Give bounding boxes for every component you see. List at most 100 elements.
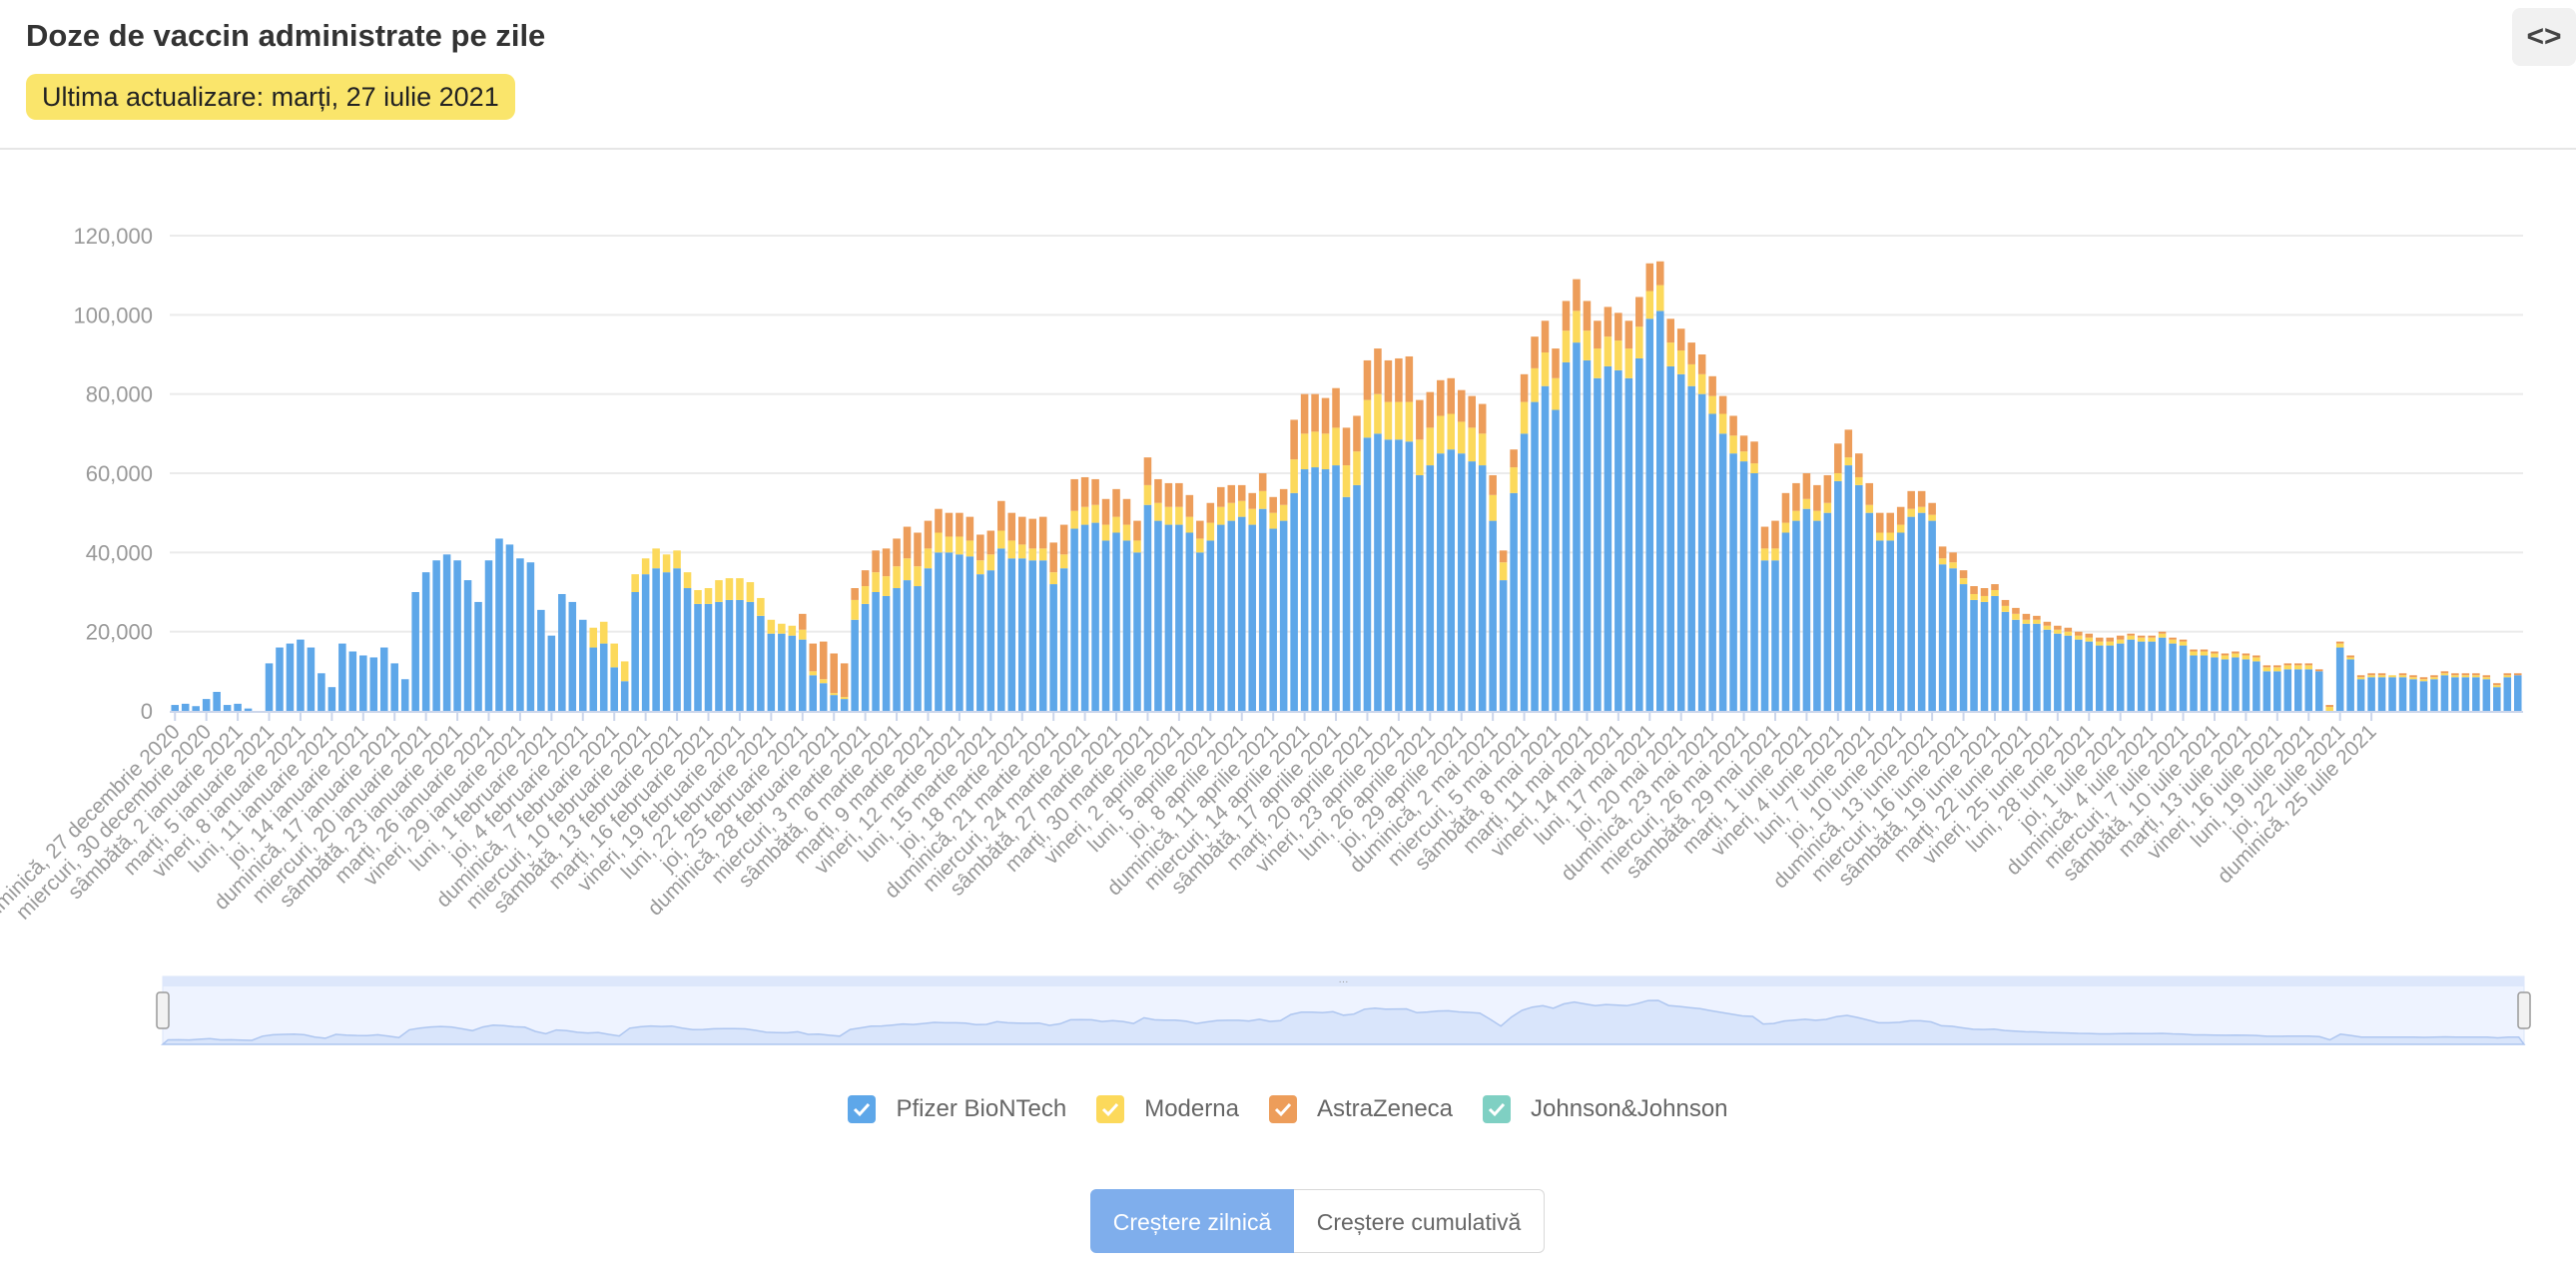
bar-stack[interactable] [620, 661, 629, 711]
bar-stack[interactable] [2043, 621, 2052, 711]
bar-stack[interactable] [2273, 665, 2281, 711]
bar-stack[interactable] [819, 641, 828, 711]
bar-stack[interactable] [2116, 635, 2125, 711]
bar-stack[interactable] [683, 572, 692, 711]
bar-stack[interactable] [1750, 441, 1758, 711]
bar-stack[interactable] [276, 647, 284, 711]
bar-stack[interactable] [286, 643, 295, 711]
bar-stack[interactable] [893, 538, 901, 711]
bar-stack[interactable] [1614, 313, 1622, 711]
bar-stack[interactable] [1718, 395, 1727, 711]
bar-stack[interactable] [2232, 651, 2240, 712]
bar-stack[interactable] [652, 548, 660, 711]
bar-stack[interactable] [2242, 653, 2251, 711]
bar-stack[interactable] [757, 597, 765, 711]
checkbox-checked-icon[interactable] [1268, 1095, 1297, 1123]
bar-stack[interactable] [359, 655, 367, 711]
bar-stack[interactable] [1311, 393, 1319, 711]
bar-stack[interactable] [1353, 415, 1361, 711]
bar-stack[interactable] [1059, 524, 1068, 711]
bar-stack[interactable] [495, 538, 503, 711]
bar-stack[interactable] [631, 574, 639, 711]
bar-stack[interactable] [1510, 449, 1518, 711]
bar-stack[interactable] [327, 687, 336, 711]
bar-stack[interactable] [1321, 397, 1330, 711]
bar-stack[interactable] [1499, 550, 1508, 711]
bar-stack[interactable] [1907, 490, 1915, 711]
bar-stack[interactable] [2482, 675, 2491, 711]
bar-stack[interactable] [2367, 673, 2375, 711]
bar-stack[interactable] [547, 635, 556, 711]
bar-stack[interactable] [809, 643, 818, 711]
bar-stack[interactable] [662, 554, 671, 711]
bar-stack[interactable] [1342, 427, 1351, 711]
bar-stack[interactable] [1917, 490, 1926, 711]
bar-stack[interactable] [1991, 584, 1999, 711]
bar-stack[interactable] [338, 643, 346, 711]
bar-stack[interactable] [1635, 297, 1643, 711]
bar-stack[interactable] [463, 580, 472, 711]
cumulative-growth-button[interactable]: Creștere cumulativă [1294, 1189, 1545, 1253]
daily-growth-button[interactable]: Creștere zilnică [1090, 1189, 1294, 1253]
bar-stack[interactable] [1520, 373, 1529, 711]
bar-stack[interactable] [2304, 663, 2313, 711]
bar-stack[interactable] [1133, 520, 1141, 711]
bar-stack[interactable] [2461, 673, 2470, 711]
bar-stack[interactable] [265, 663, 274, 711]
bar-stack[interactable] [746, 582, 755, 711]
bar-stack[interactable] [2169, 637, 2177, 711]
bar-stack[interactable] [411, 592, 419, 711]
bar-stack[interactable] [369, 657, 378, 711]
bar-stack[interactable] [704, 588, 713, 711]
bar-stack[interactable] [2106, 637, 2114, 711]
bar-stack[interactable] [599, 621, 608, 711]
bar-stack[interactable] [725, 578, 734, 711]
bar-stack[interactable] [966, 516, 974, 711]
bar-stack[interactable] [213, 691, 221, 711]
bar-stack[interactable] [903, 526, 912, 711]
bar-stack[interactable] [2346, 655, 2354, 711]
bar-stack[interactable] [2075, 631, 2083, 711]
bar-stack[interactable] [1928, 502, 1936, 711]
bar-stack[interactable] [1070, 478, 1078, 711]
bar-stack[interactable] [1007, 512, 1016, 711]
bar-stack[interactable] [1164, 482, 1173, 711]
bar-stack[interactable] [558, 593, 566, 711]
bar-stack[interactable] [1656, 261, 1664, 711]
bar-stack[interactable] [778, 623, 786, 711]
bar-stack[interactable] [2377, 673, 2386, 711]
legend-item-astrazeneca[interactable]: AstraZeneca [1268, 1095, 1453, 1123]
bar-stack[interactable] [1676, 328, 1685, 711]
bar-stack[interactable] [673, 550, 681, 711]
bar-stack[interactable] [1813, 484, 1821, 711]
bar-stack[interactable] [484, 560, 493, 711]
bar-stack[interactable] [2356, 675, 2365, 711]
bar-stack[interactable] [2294, 663, 2302, 711]
bar-stack[interactable] [1697, 354, 1706, 711]
bar-stack[interactable] [2283, 663, 2292, 711]
range-navigator[interactable]: ··· [156, 975, 2531, 1045]
bar-stack[interactable] [2085, 633, 2094, 711]
bar-stack[interactable] [914, 532, 922, 712]
bar-stack[interactable] [1175, 482, 1183, 711]
bar-stack[interactable] [1645, 263, 1654, 711]
bar-stack[interactable] [2211, 651, 2219, 712]
bar-stack[interactable] [1970, 586, 1978, 711]
bar-stack[interactable] [2493, 683, 2501, 711]
bar-stack[interactable] [1143, 457, 1152, 711]
bar-stack[interactable] [2190, 649, 2198, 711]
bar-stack[interactable] [1949, 552, 1957, 711]
bar-stack[interactable] [1771, 520, 1779, 711]
navigator-handle-left[interactable] [156, 991, 170, 1029]
bar-stack[interactable] [516, 558, 524, 711]
bar-stack[interactable] [1855, 453, 1863, 711]
bar-stack[interactable] [2398, 673, 2407, 711]
checkbox-checked-icon[interactable] [1483, 1095, 1512, 1123]
bar-stack[interactable] [1896, 506, 1905, 711]
bar-stack[interactable] [2451, 673, 2459, 711]
bar-stack[interactable] [641, 558, 650, 711]
bar-stack[interactable] [767, 619, 776, 711]
bar-stack[interactable] [1091, 478, 1099, 711]
checkbox-checked-icon[interactable] [1096, 1095, 1125, 1123]
bar-stack[interactable] [1980, 588, 1989, 711]
